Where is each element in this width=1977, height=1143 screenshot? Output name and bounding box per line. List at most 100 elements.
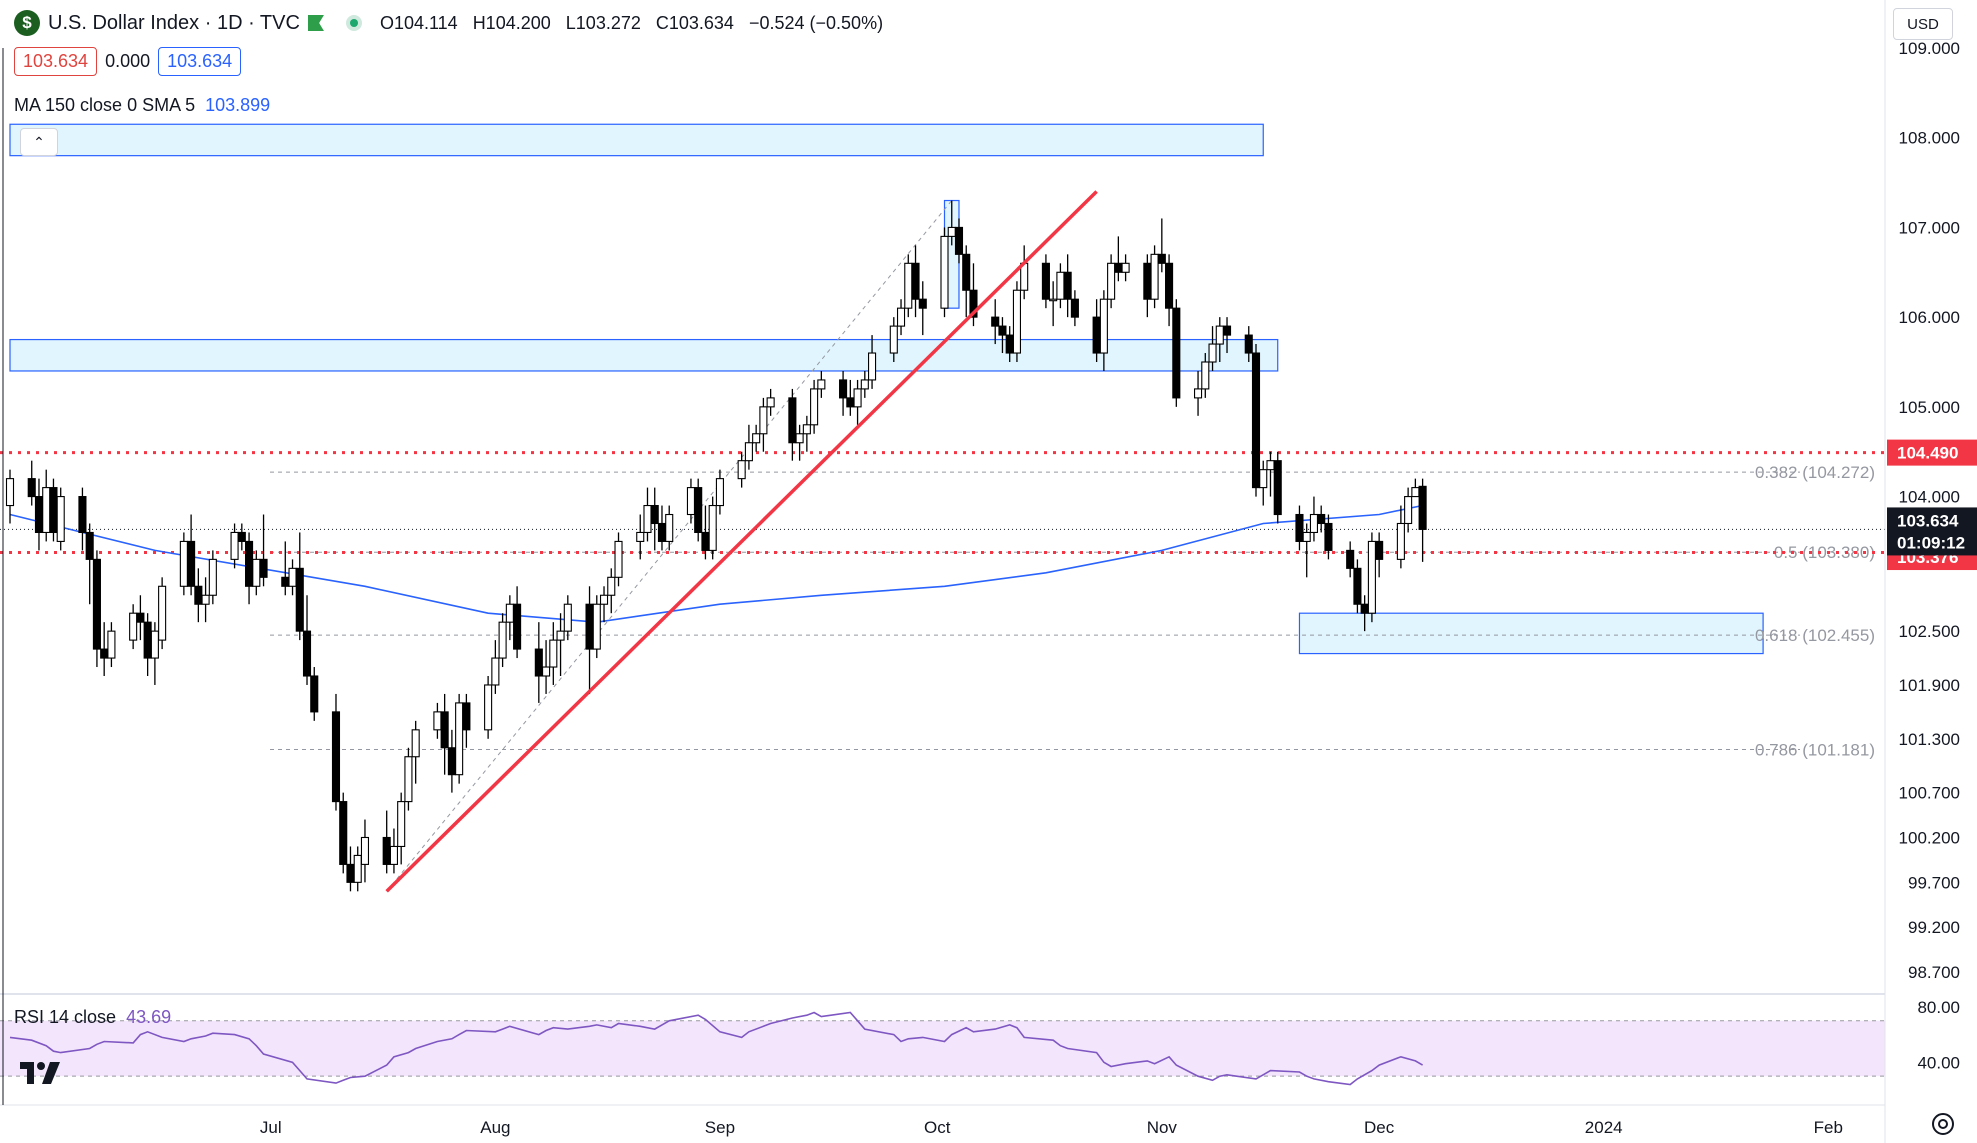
candle[interactable] (447, 729, 456, 793)
candle[interactable] (433, 702, 442, 739)
candle[interactable] (1143, 254, 1152, 318)
candle[interactable] (1302, 523, 1311, 578)
candle[interactable] (1396, 505, 1405, 569)
settings-gear-icon[interactable] (1932, 1113, 1954, 1135)
trendline[interactable] (385, 190, 1098, 893)
candle[interactable] (1273, 451, 1282, 524)
candle[interactable] (1404, 487, 1413, 533)
candle[interactable] (281, 541, 290, 596)
candle[interactable] (1201, 353, 1210, 398)
candle[interactable] (27, 460, 36, 506)
candle[interactable] (534, 622, 543, 703)
candle[interactable] (42, 469, 51, 542)
ma-150-line[interactable] (9, 504, 1423, 624)
candle[interactable] (889, 317, 898, 362)
ask-price[interactable]: 103.634 (158, 47, 242, 76)
candle[interactable] (1324, 514, 1333, 560)
candle[interactable] (302, 595, 312, 685)
candle[interactable] (1172, 299, 1181, 407)
candle[interactable] (1251, 344, 1261, 497)
candle[interactable] (295, 532, 304, 641)
candle[interactable] (810, 379, 819, 434)
candle[interactable] (92, 550, 101, 668)
candle[interactable] (1309, 496, 1319, 542)
candle[interactable] (991, 299, 1000, 345)
candle[interactable] (331, 693, 341, 811)
candle[interactable] (237, 523, 246, 551)
candle[interactable] (288, 559, 297, 596)
candle[interactable] (969, 263, 978, 327)
candle[interactable] (896, 299, 906, 336)
candle[interactable] (5, 469, 15, 524)
candle[interactable] (1411, 478, 1420, 498)
candle[interactable] (1418, 478, 1427, 562)
candle[interactable] (1266, 451, 1275, 497)
candle[interactable] (1049, 281, 1058, 327)
candle[interactable] (766, 388, 775, 416)
candle[interactable] (737, 451, 746, 488)
candle[interactable] (665, 505, 674, 551)
candle[interactable] (708, 496, 717, 560)
candle[interactable] (397, 792, 406, 865)
candle[interactable] (484, 676, 493, 739)
candle[interactable] (498, 613, 507, 668)
support-resistance-zone[interactable] (1298, 612, 1764, 655)
candle[interactable] (759, 397, 768, 452)
candle[interactable] (1092, 299, 1101, 362)
candle[interactable] (940, 227, 949, 318)
collapse-legend-button[interactable]: ⌃ (20, 128, 58, 156)
rsi-legend[interactable]: RSI 14 close 43.69 (14, 1007, 171, 1028)
candle[interactable] (1012, 281, 1021, 362)
rsi-pane[interactable]: 80.00 40.00 (0, 998, 1960, 1086)
support-resistance-zone[interactable] (9, 123, 1264, 157)
candle[interactable] (802, 415, 811, 452)
candle[interactable] (78, 487, 87, 551)
candle[interactable] (1208, 326, 1217, 371)
candle[interactable] (491, 640, 500, 694)
candle[interactable] (1056, 263, 1065, 309)
candle[interactable] (643, 487, 652, 542)
candle[interactable] (585, 586, 594, 694)
candle[interactable] (1295, 505, 1304, 551)
candle[interactable] (56, 487, 65, 551)
candle[interactable] (592, 595, 601, 659)
candle[interactable] (795, 424, 804, 461)
candle[interactable] (505, 595, 514, 641)
candle[interactable] (49, 478, 58, 542)
candle[interactable] (1244, 326, 1253, 362)
candle[interactable] (549, 622, 558, 685)
candle[interactable] (715, 469, 724, 515)
candle[interactable] (179, 532, 188, 596)
candle[interactable] (788, 388, 797, 461)
candle[interactable] (360, 819, 370, 883)
candle[interactable] (694, 478, 703, 542)
candle[interactable] (918, 281, 927, 336)
candle[interactable] (1070, 290, 1079, 327)
candles[interactable] (5, 200, 1427, 892)
market-status-icon[interactable] (345, 15, 362, 31)
candle[interactable] (1317, 505, 1326, 533)
candle[interactable] (230, 523, 239, 569)
candle[interactable] (440, 693, 449, 775)
candle[interactable] (1346, 541, 1355, 578)
candle[interactable] (353, 846, 362, 892)
candle[interactable] (542, 640, 551, 694)
candle[interactable] (1099, 290, 1108, 371)
candle[interactable] (860, 370, 869, 398)
candle[interactable] (389, 828, 398, 874)
candle[interactable] (998, 317, 1007, 354)
candle[interactable] (187, 514, 196, 596)
candle[interactable] (1107, 254, 1116, 309)
candle[interactable] (34, 478, 44, 551)
ma-legend[interactable]: MA 150 close 0 SMA 5 103.899 (14, 95, 270, 116)
candle[interactable] (1367, 532, 1376, 623)
candle[interactable] (208, 550, 217, 605)
candle[interactable] (817, 370, 826, 398)
candle[interactable] (911, 245, 920, 318)
candle[interactable] (1353, 559, 1362, 614)
candle[interactable] (252, 550, 261, 596)
candle[interactable] (599, 586, 609, 623)
candle[interactable] (607, 568, 616, 614)
rsi-line[interactable] (9, 1011, 1424, 1086)
